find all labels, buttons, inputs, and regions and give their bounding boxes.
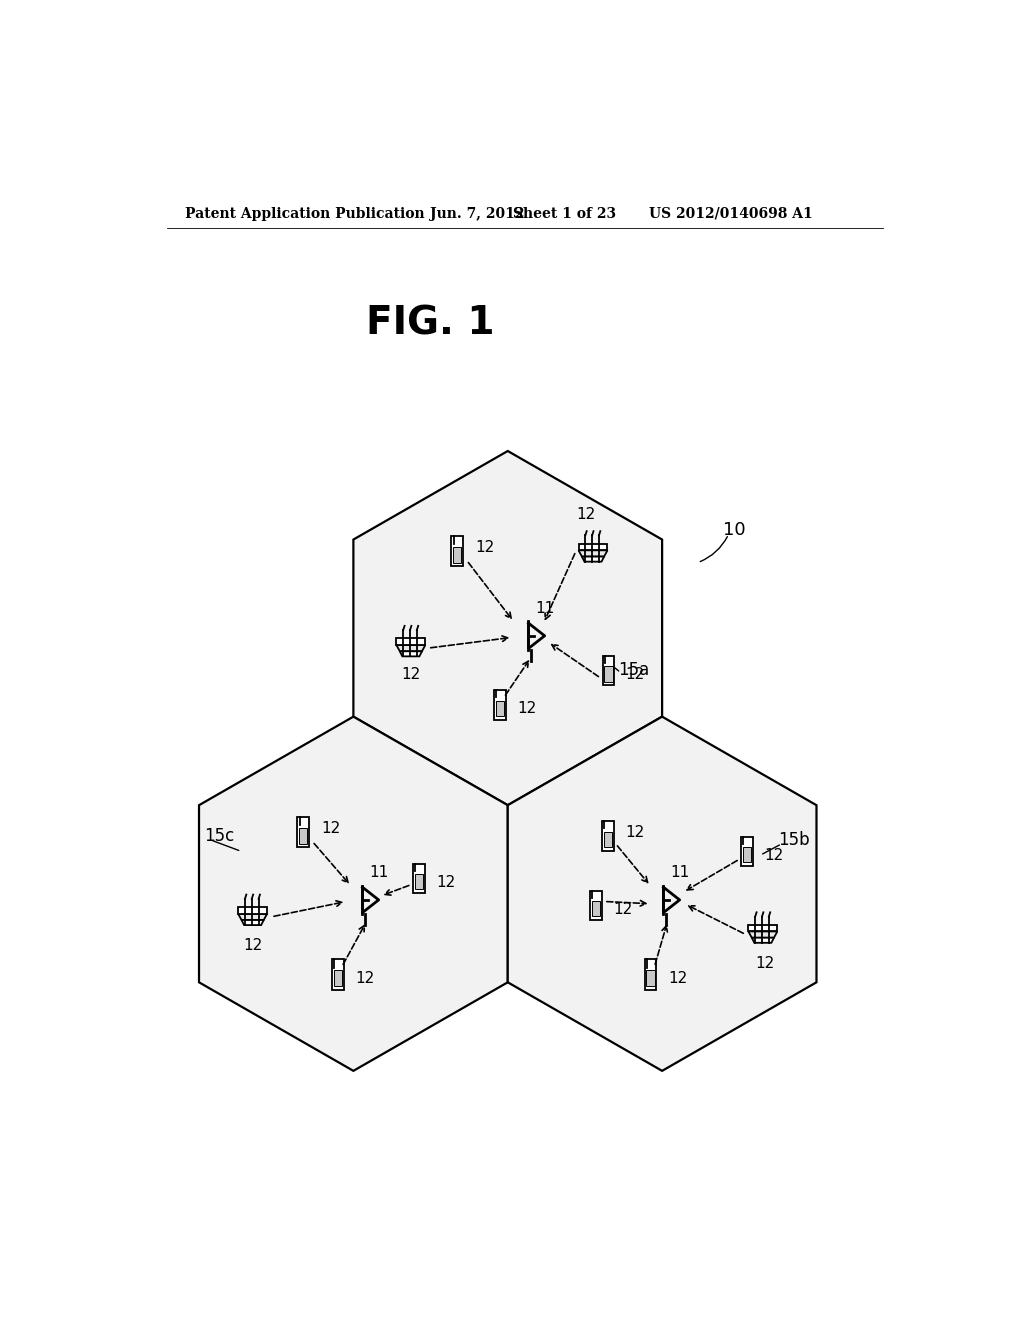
Bar <box>591 891 602 920</box>
Polygon shape <box>396 639 425 645</box>
Text: 12: 12 <box>669 972 687 986</box>
Text: 12: 12 <box>765 847 783 863</box>
Bar <box>604 832 612 847</box>
Text: 12: 12 <box>625 825 644 840</box>
Bar <box>415 874 423 890</box>
Bar <box>644 960 656 990</box>
Text: 15c: 15c <box>204 828 234 845</box>
Polygon shape <box>199 717 508 1071</box>
Text: 15a: 15a <box>618 661 650 680</box>
Polygon shape <box>242 920 264 925</box>
Polygon shape <box>399 651 422 656</box>
Text: 12: 12 <box>575 507 595 523</box>
Bar <box>454 546 462 562</box>
Bar <box>602 656 614 685</box>
Bar <box>414 863 425 892</box>
Bar <box>496 701 504 717</box>
Bar <box>452 536 463 566</box>
Text: FIG. 1: FIG. 1 <box>366 305 495 343</box>
Polygon shape <box>239 907 267 913</box>
Text: 12: 12 <box>401 667 421 682</box>
Text: 12: 12 <box>436 875 456 890</box>
Text: 12: 12 <box>355 972 375 986</box>
Polygon shape <box>579 550 607 557</box>
Bar <box>495 690 506 719</box>
Text: 12: 12 <box>475 540 495 554</box>
Text: 15b: 15b <box>778 830 810 849</box>
Text: 11: 11 <box>535 602 554 616</box>
Text: 11: 11 <box>670 866 689 880</box>
Bar <box>602 821 613 850</box>
Polygon shape <box>239 913 267 920</box>
Bar <box>299 828 307 843</box>
Text: 10: 10 <box>723 520 745 539</box>
Text: 12: 12 <box>613 902 633 916</box>
Text: Patent Application Publication: Patent Application Publication <box>184 207 424 220</box>
Bar <box>334 970 342 986</box>
Polygon shape <box>508 717 816 1071</box>
Text: Sheet 1 of 23: Sheet 1 of 23 <box>513 207 616 220</box>
Bar <box>592 902 600 916</box>
Bar <box>743 847 752 862</box>
Polygon shape <box>396 645 425 651</box>
Text: US 2012/0140698 A1: US 2012/0140698 A1 <box>649 207 813 220</box>
Polygon shape <box>579 544 607 550</box>
Bar <box>332 960 344 990</box>
Polygon shape <box>749 932 777 937</box>
Text: 12: 12 <box>244 937 262 953</box>
Text: 12: 12 <box>321 821 340 836</box>
Text: Jun. 7, 2012: Jun. 7, 2012 <box>430 207 524 220</box>
Text: 11: 11 <box>369 866 388 880</box>
Polygon shape <box>582 557 604 561</box>
Text: 12: 12 <box>517 701 537 717</box>
Text: 12: 12 <box>626 667 645 682</box>
Bar <box>604 667 612 681</box>
Bar <box>741 837 754 866</box>
Text: 12: 12 <box>755 956 774 970</box>
Polygon shape <box>749 925 777 932</box>
Bar <box>297 817 309 847</box>
Bar <box>646 970 654 986</box>
Polygon shape <box>752 937 774 942</box>
Polygon shape <box>353 451 663 805</box>
